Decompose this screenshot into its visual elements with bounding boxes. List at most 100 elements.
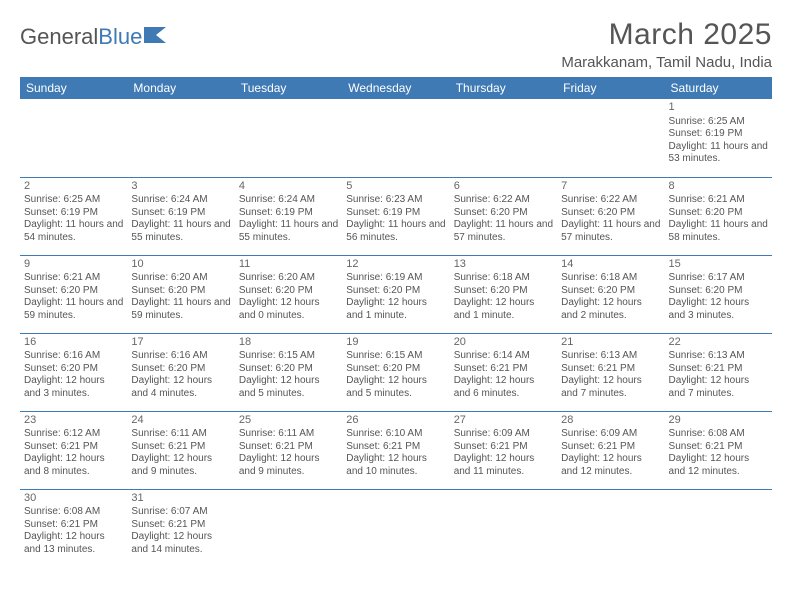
- day-cell: 25Sunrise: 6:11 AMSunset: 6:21 PMDayligh…: [235, 411, 342, 489]
- day-number: 31: [131, 492, 230, 506]
- day-cell: 24Sunrise: 6:11 AMSunset: 6:21 PMDayligh…: [127, 411, 234, 489]
- sunrise-line: Sunrise: 6:24 AM: [131, 194, 230, 207]
- sunset-line: Sunset: 6:21 PM: [669, 441, 768, 454]
- daylight-line: Daylight: 12 hours and 2 minutes.: [561, 297, 660, 322]
- sunrise-line: Sunrise: 6:07 AM: [131, 506, 230, 519]
- day-cell: 6Sunrise: 6:22 AMSunset: 6:20 PMDaylight…: [450, 177, 557, 255]
- day-header: Monday: [127, 77, 234, 99]
- sunset-line: Sunset: 6:20 PM: [346, 363, 445, 376]
- sunrise-line: Sunrise: 6:18 AM: [454, 272, 553, 285]
- calendar-row: 9Sunrise: 6:21 AMSunset: 6:20 PMDaylight…: [20, 255, 772, 333]
- daylight-line: Daylight: 11 hours and 53 minutes.: [669, 141, 768, 166]
- sunrise-line: Sunrise: 6:15 AM: [239, 350, 338, 363]
- brand-logo: GeneralBlue: [20, 24, 168, 50]
- day-header-row: SundayMondayTuesdayWednesdayThursdayFrid…: [20, 77, 772, 99]
- sunset-line: Sunset: 6:21 PM: [346, 441, 445, 454]
- daylight-line: Daylight: 11 hours and 56 minutes.: [346, 219, 445, 244]
- sunset-line: Sunset: 6:20 PM: [454, 207, 553, 220]
- daylight-line: Daylight: 12 hours and 8 minutes.: [24, 453, 123, 478]
- sunrise-line: Sunrise: 6:08 AM: [24, 506, 123, 519]
- brand-part2: Blue: [98, 24, 142, 50]
- daylight-line: Daylight: 12 hours and 12 minutes.: [669, 453, 768, 478]
- sunset-line: Sunset: 6:19 PM: [24, 207, 123, 220]
- sunset-line: Sunset: 6:20 PM: [669, 285, 768, 298]
- day-number: 9: [24, 258, 123, 272]
- sunset-line: Sunset: 6:19 PM: [669, 128, 768, 141]
- sunset-line: Sunset: 6:20 PM: [24, 363, 123, 376]
- sunset-line: Sunset: 6:19 PM: [346, 207, 445, 220]
- header: GeneralBlue March 2025 Marakkanam, Tamil…: [20, 18, 772, 71]
- day-header: Tuesday: [235, 77, 342, 99]
- sunrise-line: Sunrise: 6:12 AM: [24, 428, 123, 441]
- daylight-line: Daylight: 12 hours and 0 minutes.: [239, 297, 338, 322]
- empty-cell: [665, 489, 772, 567]
- day-cell: 22Sunrise: 6:13 AMSunset: 6:21 PMDayligh…: [665, 333, 772, 411]
- sunset-line: Sunset: 6:21 PM: [561, 363, 660, 376]
- empty-cell: [450, 489, 557, 567]
- empty-cell: [235, 99, 342, 177]
- calendar-row: 16Sunrise: 6:16 AMSunset: 6:20 PMDayligh…: [20, 333, 772, 411]
- day-number: 2: [24, 180, 123, 194]
- sunset-line: Sunset: 6:21 PM: [454, 441, 553, 454]
- empty-cell: [342, 489, 449, 567]
- sunrise-line: Sunrise: 6:14 AM: [454, 350, 553, 363]
- daylight-line: Daylight: 12 hours and 9 minutes.: [131, 453, 230, 478]
- sunset-line: Sunset: 6:20 PM: [239, 285, 338, 298]
- daylight-line: Daylight: 11 hours and 55 minutes.: [131, 219, 230, 244]
- calendar-body: 1Sunrise: 6:25 AMSunset: 6:19 PMDaylight…: [20, 99, 772, 567]
- sunset-line: Sunset: 6:21 PM: [669, 363, 768, 376]
- daylight-line: Daylight: 12 hours and 12 minutes.: [561, 453, 660, 478]
- day-number: 20: [454, 336, 553, 350]
- day-number: 5: [346, 180, 445, 194]
- day-number: 11: [239, 258, 338, 272]
- day-cell: 1Sunrise: 6:25 AMSunset: 6:19 PMDaylight…: [665, 99, 772, 177]
- sunrise-line: Sunrise: 6:08 AM: [669, 428, 768, 441]
- daylight-line: Daylight: 11 hours and 55 minutes.: [239, 219, 338, 244]
- sunset-line: Sunset: 6:19 PM: [131, 207, 230, 220]
- day-number: 26: [346, 414, 445, 428]
- sunset-line: Sunset: 6:20 PM: [131, 363, 230, 376]
- day-header: Friday: [557, 77, 664, 99]
- daylight-line: Daylight: 12 hours and 14 minutes.: [131, 531, 230, 556]
- daylight-line: Daylight: 12 hours and 1 minute.: [346, 297, 445, 322]
- day-number: 12: [346, 258, 445, 272]
- day-number: 27: [454, 414, 553, 428]
- sunset-line: Sunset: 6:19 PM: [239, 207, 338, 220]
- daylight-line: Daylight: 12 hours and 9 minutes.: [239, 453, 338, 478]
- day-cell: 18Sunrise: 6:15 AMSunset: 6:20 PMDayligh…: [235, 333, 342, 411]
- sunset-line: Sunset: 6:20 PM: [239, 363, 338, 376]
- sunset-line: Sunset: 6:21 PM: [24, 441, 123, 454]
- sunset-line: Sunset: 6:20 PM: [346, 285, 445, 298]
- sunset-line: Sunset: 6:21 PM: [239, 441, 338, 454]
- sunrise-line: Sunrise: 6:17 AM: [669, 272, 768, 285]
- day-cell: 29Sunrise: 6:08 AMSunset: 6:21 PMDayligh…: [665, 411, 772, 489]
- sunrise-line: Sunrise: 6:13 AM: [561, 350, 660, 363]
- sunrise-line: Sunrise: 6:21 AM: [24, 272, 123, 285]
- day-cell: 19Sunrise: 6:15 AMSunset: 6:20 PMDayligh…: [342, 333, 449, 411]
- day-cell: 23Sunrise: 6:12 AMSunset: 6:21 PMDayligh…: [20, 411, 127, 489]
- day-cell: 21Sunrise: 6:13 AMSunset: 6:21 PMDayligh…: [557, 333, 664, 411]
- sunset-line: Sunset: 6:20 PM: [669, 207, 768, 220]
- location-text: Marakkanam, Tamil Nadu, India: [561, 54, 772, 71]
- sunrise-line: Sunrise: 6:19 AM: [346, 272, 445, 285]
- daylight-line: Daylight: 12 hours and 6 minutes.: [454, 375, 553, 400]
- day-cell: 13Sunrise: 6:18 AMSunset: 6:20 PMDayligh…: [450, 255, 557, 333]
- day-cell: 5Sunrise: 6:23 AMSunset: 6:19 PMDaylight…: [342, 177, 449, 255]
- empty-cell: [20, 99, 127, 177]
- page-title: March 2025: [561, 18, 772, 52]
- day-cell: 12Sunrise: 6:19 AMSunset: 6:20 PMDayligh…: [342, 255, 449, 333]
- sunrise-line: Sunrise: 6:09 AM: [454, 428, 553, 441]
- daylight-line: Daylight: 12 hours and 5 minutes.: [239, 375, 338, 400]
- sunset-line: Sunset: 6:20 PM: [24, 285, 123, 298]
- day-number: 23: [24, 414, 123, 428]
- day-cell: 4Sunrise: 6:24 AMSunset: 6:19 PMDaylight…: [235, 177, 342, 255]
- day-number: 17: [131, 336, 230, 350]
- day-number: 30: [24, 492, 123, 506]
- day-number: 16: [24, 336, 123, 350]
- daylight-line: Daylight: 12 hours and 1 minute.: [454, 297, 553, 322]
- daylight-line: Daylight: 12 hours and 5 minutes.: [346, 375, 445, 400]
- sunset-line: Sunset: 6:21 PM: [561, 441, 660, 454]
- daylight-line: Daylight: 11 hours and 54 minutes.: [24, 219, 123, 244]
- sunset-line: Sunset: 6:21 PM: [131, 519, 230, 532]
- empty-cell: [235, 489, 342, 567]
